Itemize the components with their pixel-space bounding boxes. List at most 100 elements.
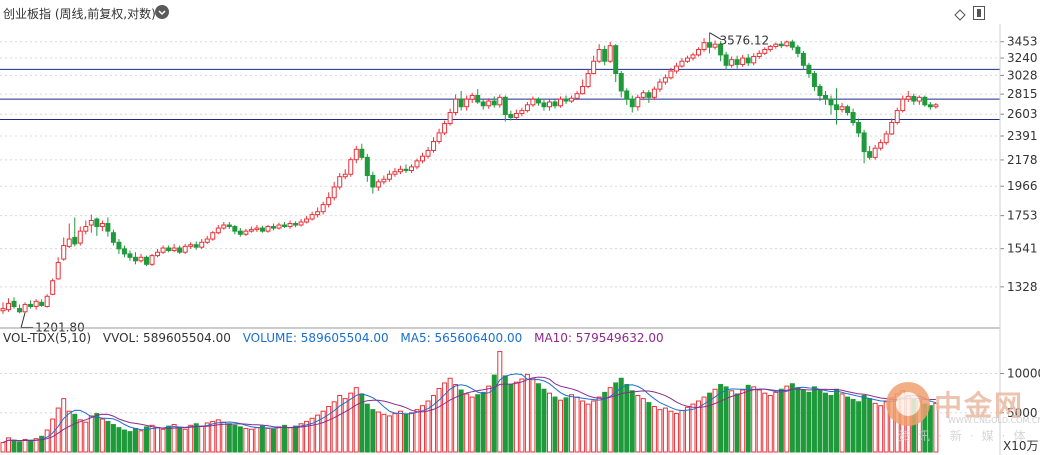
volume-bar bbox=[806, 391, 812, 453]
price-tick-label: 1541 bbox=[1007, 242, 1038, 256]
volume-bar bbox=[867, 398, 873, 453]
volume-bar bbox=[569, 394, 575, 453]
volume-ma-lines bbox=[2, 373, 937, 444]
volume-bar bbox=[546, 392, 552, 453]
candle bbox=[237, 228, 243, 237]
low-annotation: 1201.80 bbox=[20, 312, 85, 334]
volume-bar bbox=[392, 413, 398, 453]
chart-title: 创业板指 (周线,前复权,对数) bbox=[3, 7, 156, 21]
candle bbox=[580, 79, 586, 95]
volume-bar bbox=[651, 405, 657, 453]
candle bbox=[144, 255, 150, 267]
candle bbox=[375, 179, 381, 191]
volume-tick-label: 5000 bbox=[1007, 406, 1038, 420]
candle bbox=[265, 225, 271, 233]
volume-bar bbox=[640, 398, 646, 453]
candle bbox=[635, 94, 641, 111]
volume-bar bbox=[453, 384, 459, 453]
volume-bar bbox=[243, 427, 249, 453]
volume-bar bbox=[618, 377, 624, 453]
ma5-label: MA5: 565606400.00 bbox=[400, 331, 523, 345]
scroll-glyph bbox=[973, 6, 985, 20]
volume-bar bbox=[88, 415, 94, 453]
candle bbox=[66, 223, 72, 249]
volume-bar bbox=[762, 392, 768, 453]
volume-bar bbox=[817, 389, 823, 453]
candle bbox=[673, 62, 679, 74]
volume-bar bbox=[519, 378, 525, 453]
candle bbox=[889, 118, 895, 136]
candle bbox=[320, 201, 326, 215]
candle bbox=[386, 170, 392, 182]
volume-bar bbox=[927, 405, 933, 453]
volume-bar bbox=[602, 391, 608, 453]
price-tick-label: 3028 bbox=[1007, 68, 1038, 82]
candle bbox=[331, 181, 337, 201]
candle bbox=[155, 248, 161, 258]
candle bbox=[740, 54, 746, 67]
vvol-label: VVOL: 589605504.00 bbox=[102, 331, 231, 345]
candle bbox=[486, 98, 492, 109]
volume-bar bbox=[171, 424, 177, 453]
candle bbox=[867, 145, 873, 160]
candle bbox=[414, 158, 420, 170]
volume-bar bbox=[155, 427, 161, 453]
candle bbox=[817, 83, 823, 102]
diamond-icon[interactable] bbox=[954, 6, 966, 21]
volume-bar bbox=[513, 381, 519, 453]
volume-bar bbox=[138, 430, 144, 453]
candle bbox=[232, 225, 238, 235]
candle bbox=[17, 304, 23, 314]
candlestick-series bbox=[0, 32, 939, 314]
volume-axis: 10000 5000 bbox=[1000, 367, 1040, 420]
volume-bar bbox=[348, 392, 354, 453]
volume-bar bbox=[232, 424, 238, 453]
volume-bar bbox=[425, 400, 431, 453]
candle bbox=[751, 53, 757, 66]
volume-label: VOLUME: 589605504.00 bbox=[242, 331, 389, 345]
price-tick-label: 2178 bbox=[1007, 153, 1038, 167]
candle bbox=[624, 88, 630, 105]
volume-bar bbox=[778, 388, 784, 453]
volume-bar bbox=[535, 383, 541, 453]
candle bbox=[403, 164, 409, 173]
watermark-slogan: 资讯·新·媒·体 bbox=[898, 429, 1034, 443]
volume-bar bbox=[679, 409, 685, 453]
candle bbox=[491, 96, 497, 108]
volume-bar bbox=[751, 386, 757, 453]
volume-bar bbox=[149, 424, 155, 453]
candle bbox=[546, 99, 552, 111]
volume-bar bbox=[215, 419, 221, 453]
volume-bar bbox=[193, 423, 199, 453]
candle bbox=[480, 99, 486, 110]
watermark-name: 中金网 bbox=[934, 389, 1025, 422]
candle bbox=[651, 86, 657, 101]
candle bbox=[712, 40, 718, 50]
volume-bar bbox=[121, 429, 127, 453]
volume-bar bbox=[248, 428, 254, 453]
candle bbox=[370, 171, 376, 194]
volume-bar bbox=[177, 427, 183, 453]
candle bbox=[282, 221, 288, 229]
scroll-icon[interactable] bbox=[973, 5, 985, 20]
candle bbox=[33, 299, 39, 310]
candle bbox=[762, 47, 768, 55]
volume-bar bbox=[408, 412, 414, 453]
candle bbox=[276, 222, 282, 230]
volume-bar bbox=[320, 410, 326, 453]
candle bbox=[778, 41, 784, 48]
candle bbox=[558, 96, 564, 108]
candle bbox=[707, 32, 713, 54]
chevron-down-icon[interactable] bbox=[155, 5, 169, 19]
volume-bar bbox=[712, 388, 718, 453]
volume-unit-label: X10万 bbox=[1003, 439, 1039, 453]
candle bbox=[933, 102, 939, 109]
volume-bar bbox=[480, 391, 486, 453]
volume-bar bbox=[629, 390, 635, 453]
candle bbox=[425, 147, 431, 159]
volume-bar bbox=[17, 441, 23, 453]
volume-bar bbox=[309, 417, 315, 453]
volume-bar bbox=[33, 438, 39, 453]
candle bbox=[61, 237, 67, 261]
